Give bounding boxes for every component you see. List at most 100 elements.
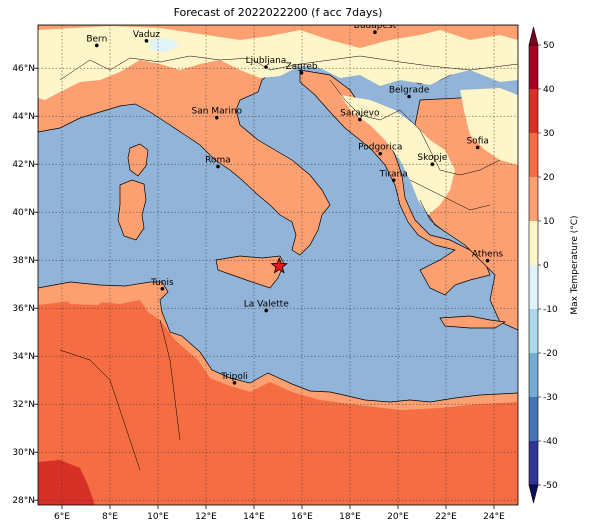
city-roma: Roma	[205, 156, 231, 169]
crete-land	[439, 315, 507, 329]
colorbar-tick-label: 30	[543, 129, 555, 139]
city-vaduz: Vaduz	[133, 30, 160, 43]
city-dot	[373, 30, 377, 34]
city-tunis: Tunis	[150, 278, 174, 291]
city-dot	[216, 164, 220, 169]
forecast-location-marker[interactable]	[270, 257, 288, 274]
city-label: Tunis	[150, 278, 174, 288]
star-marker-icon[interactable]	[270, 257, 288, 274]
city-dot	[232, 381, 237, 385]
y-tick-label: 42°N	[12, 160, 35, 170]
colorbar-tick-label: -30	[543, 393, 558, 403]
city-tirana: Tirana	[379, 169, 408, 183]
city-la-valette: La Valette	[244, 300, 289, 313]
city-sofia: Sofia	[466, 136, 489, 150]
city-belgrade: Belgrade	[389, 86, 430, 99]
x-tick-label: 24°E	[483, 512, 505, 522]
city-bern: Bern	[86, 34, 107, 48]
colorbar-bin	[529, 309, 538, 353]
city-dot	[215, 115, 219, 120]
city-budapest: Budapest	[354, 21, 397, 34]
colorbar-bin	[529, 177, 538, 221]
y-tick-label: 30°N	[12, 448, 35, 458]
colorbar: 50 40 30 20 10 0 -10 -20 -30 -40 -50 Max Temperatur…	[528, 26, 580, 504]
latitude-axis: 28°N 30°N 32°N 34°N 36°N 38°N 40°N 42°N 44°N 46°N	[12, 64, 38, 506]
city-label: Roma	[205, 156, 231, 166]
city-podgorica: Podgorica	[358, 143, 402, 156]
city-label: Tirana	[379, 169, 408, 179]
colorbar-tick-label: 10	[543, 217, 555, 227]
country-borders	[59, 55, 518, 471]
x-tick-label: 14°E	[243, 512, 265, 522]
y-tick-label: 32°N	[12, 400, 35, 410]
city-label: Zagreb	[285, 62, 317, 72]
city-label: Budapest	[354, 21, 397, 31]
city-dot	[485, 258, 490, 263]
corsica-land	[127, 143, 149, 177]
city-dot	[264, 65, 268, 69]
city-dot	[358, 117, 362, 122]
city-label: Athens	[472, 250, 503, 260]
city-dot	[95, 43, 99, 48]
colorbar-tick-label: -50	[543, 481, 558, 491]
colorbar-tick-label: -10	[543, 305, 558, 315]
city-label: Belgrade	[389, 86, 430, 96]
city-label: Ljubljana	[246, 56, 287, 66]
city-san-marino: San Marino	[192, 107, 243, 120]
city-dot	[391, 178, 396, 183]
sicily-land	[215, 255, 285, 289]
colorbar-tick-label: 50	[543, 41, 555, 51]
city-dot	[378, 151, 383, 156]
balkan-mild-zone	[340, 95, 455, 215]
colorbar-bin	[529, 45, 538, 89]
map-title: Forecast of 2022022200 (f acc 7days)	[173, 6, 383, 19]
longitude-axis: 6°E 8°E 10°E 12°E 14°E 16°E 18°E 20°E 22°E 24°E	[54, 505, 505, 522]
colorbar-bin	[529, 89, 538, 133]
city-label: Sofia	[466, 136, 488, 146]
colorbar-tick-label: -40	[543, 437, 558, 447]
x-tick-label: 10°E	[147, 512, 169, 522]
city-label: Vaduz	[133, 30, 160, 40]
city-label: La Valette	[244, 300, 289, 310]
colorbar-tick-label: 0	[543, 261, 549, 271]
y-tick-label: 28°N	[12, 496, 35, 506]
colorbar-tick-label: 40	[543, 85, 555, 95]
city-label: Skopje	[417, 153, 447, 163]
x-tick-label: 18°E	[339, 512, 361, 522]
y-tick-label: 34°N	[12, 352, 35, 362]
tunisia-warm-zone	[60, 288, 110, 305]
city-label: Podgorica	[358, 143, 402, 153]
city-athens: Athens	[472, 250, 503, 263]
city-dot	[475, 145, 480, 150]
city-label: Sarajevo	[340, 109, 380, 119]
city-dot	[264, 308, 269, 313]
sahara-hotter-zone	[38, 460, 95, 505]
city-label: San Marino	[192, 107, 243, 117]
city-label: Bern	[86, 34, 107, 44]
x-tick-label: 20°E	[387, 512, 409, 522]
colorbar-bin	[529, 221, 538, 265]
city-label: Tripoli	[220, 372, 248, 382]
x-tick-label: 12°E	[195, 512, 217, 522]
city-zagreb: Zagreb	[285, 62, 318, 75]
city-sarajevo: Sarajevo	[340, 109, 380, 122]
city-dot	[160, 286, 165, 291]
x-tick-label: 16°E	[291, 512, 313, 522]
colorbar-bin	[529, 441, 538, 485]
city-dot	[407, 94, 411, 99]
greek-mild-zone	[460, 88, 518, 165]
sardinia-land	[117, 179, 147, 241]
y-tick-label: 44°N	[12, 112, 35, 122]
city-skopje: Skopje	[417, 153, 448, 166]
map-frame	[37, 24, 519, 506]
y-tick-label: 40°N	[12, 208, 35, 218]
city-dot	[430, 162, 435, 166]
x-tick-label: 8°E	[102, 512, 118, 522]
y-tick-label: 46°N	[12, 64, 35, 74]
city-dot	[299, 70, 304, 75]
colorbar-extend-bottom	[528, 484, 539, 504]
colorbar-bin	[529, 133, 538, 177]
